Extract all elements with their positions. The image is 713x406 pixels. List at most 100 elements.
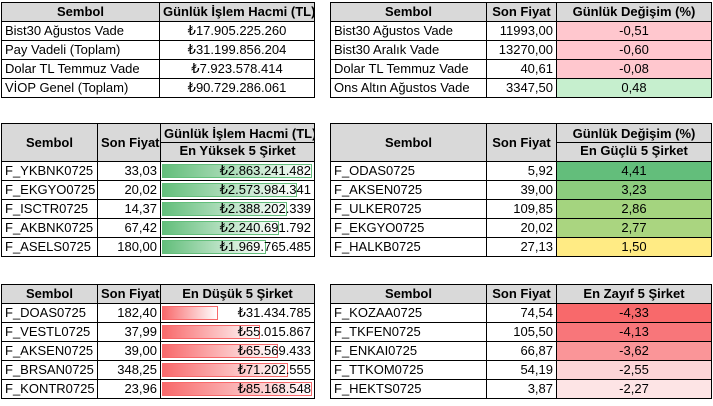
volume-cell: ₺85.168.548 [160,379,315,399]
symbol-cell: F_EKGYO0725 [330,218,487,238]
price-cell: 33,03 [97,161,161,181]
volume-value: ₺55.015.867 [237,324,311,339]
volume-cell: ₺65.569.433 [160,341,315,361]
symbol-cell: F_ODAS0725 [330,161,487,181]
price-summary-table: Sembol Son Fiyat Günlük Değişim (%) Bist… [330,2,712,98]
price-cell: 5,92 [486,161,557,181]
price-cell: 39,00 [97,341,161,361]
top-gainers-table: Sembol Son Fiyat Günlük Değişim (%) En G… [330,123,712,257]
price-cell: 40,61 [486,59,557,79]
change-cell: 3,23 [556,180,712,200]
volume-cell: ₺55.015.867 [160,322,315,342]
table-header-row: Sembol Son Fiyat Günlük İşlem Hacmi (TL)… [1,123,315,162]
table-row: F_DOAS0725 182,40 ₺31.434.785 [1,303,315,323]
table-row: Ons Altın Ağustos Vade 3347,50 0,48 [330,78,712,98]
volume-cell: ₺2.240.691.792 [160,218,315,238]
symbol-cell: Bist30 Aralık Vade [330,40,487,60]
volume-cell: ₺90.729.286.061 [159,78,315,98]
table-row: Bist30 Ağustos Vade ₺17.905.225.260 [1,21,315,41]
column-header: Sembol [330,284,487,304]
top-losers-table: Sembol Son Fiyat En Zayıf 5 Şirket F_KOZ… [330,284,712,399]
symbol-cell: F_KOZAA0725 [330,303,487,323]
table-row: F_HALKB0725 27,13 1,50 [330,237,712,257]
column-header: Günlük İşlem Hacmi (TL) [159,2,315,22]
column-header: Son Fiyat [486,123,557,162]
table-row: F_HEKTS0725 3,87 -2,27 [330,379,712,399]
data-bar [162,240,266,254]
column-header: Günlük Değişim (%) [572,126,696,141]
symbol-cell: F_TKFEN0725 [330,322,487,342]
volume-cell: ₺2.863.241.482 [160,161,315,181]
change-cell: -0,51 [556,21,712,41]
table-header-row: Sembol Son Fiyat En Düşük 5 Şirket [1,284,315,304]
symbol-cell: F_ASELS0725 [1,237,98,257]
price-cell: 3347,50 [486,78,557,98]
table-row: Dolar TL Temmuz Vade ₺7.923.578.414 [1,59,315,79]
volume-cell: ₺7.923.578.414 [159,59,315,79]
table-row: F_AKSEN0725 39,00 3,23 [330,180,712,200]
column-header-group: Günlük İşlem Hacmi (TL) En Yüksek 5 Şirk… [160,123,315,162]
table-row: F_KONTR0725 23,96 ₺85.168.548 [1,379,315,399]
symbol-cell: F_HEKTS0725 [330,379,487,399]
table-row: VİOP Genel (Toplam) ₺90.729.286.061 [1,78,315,98]
table-row: F_ENKAI0725 66,87 -3,62 [330,341,712,361]
top-volume-table: Sembol Son Fiyat Günlük İşlem Hacmi (TL)… [1,123,315,257]
table-row: F_TTKOM0725 54,19 -2,55 [330,360,712,380]
change-cell: 0,48 [556,78,712,98]
change-cell: -3,62 [556,341,712,361]
price-cell: 66,87 [486,341,557,361]
symbol-cell: F_DOAS0725 [1,303,98,323]
table-row: F_ASELS0725 180,00 ₺1.969.765.485 [1,237,315,257]
price-cell: 54,19 [486,360,557,380]
column-header: Son Fiyat [97,284,161,304]
symbol-cell: F_AKSEN0725 [330,180,487,200]
column-header-group: Günlük Değişim (%) En Güçlü 5 Şirket [556,123,712,162]
symbol-cell: F_BRSAN0725 [1,360,98,380]
table-row: F_VESTL0725 37,99 ₺55.015.867 [1,322,315,342]
column-header: En Düşük 5 Şirket [160,284,315,304]
price-cell: 348,25 [97,360,161,380]
table-row: Bist30 Ağustos Vade 11993,00 -0,51 [330,21,712,41]
volume-value: ₺85.168.548 [237,381,311,396]
column-header: Sembol [330,123,487,162]
change-cell: -0,60 [556,40,712,60]
column-header: Son Fiyat [486,284,557,304]
table-header-row: Sembol Son Fiyat Günlük Değişim (%) [330,2,712,22]
price-cell: 37,99 [97,322,161,342]
table-row: F_AKSEN0725 39,00 ₺65.569.433 [1,341,315,361]
symbol-cell: Ons Altın Ağustos Vade [330,78,487,98]
column-header: Son Fiyat [486,2,557,22]
volume-cell: ₺1.969.765.485 [160,237,315,257]
volume-value: ₺2.863.241.482 [219,163,311,178]
volume-cell: ₺31.199.856.204 [159,40,315,60]
price-cell: 67,42 [97,218,161,238]
symbol-cell: Pay Vadeli (Toplam) [1,40,160,60]
symbol-cell: Bist30 Ağustos Vade [330,21,487,41]
price-cell: 20,02 [97,180,161,200]
volume-cell: ₺2.388.202.339 [160,199,315,219]
change-cell: 4,41 [556,161,712,181]
data-bar [162,164,312,178]
price-cell: 27,13 [486,237,557,257]
volume-value: ₺31.434.785 [237,305,311,320]
data-bar [162,306,218,320]
table-row: F_AKBNK0725 67,42 ₺2.240.691.792 [1,218,315,238]
price-cell: 39,00 [486,180,557,200]
data-bar [162,382,312,396]
change-cell: -2,27 [556,379,712,399]
table-row: F_YKBNK0725 33,03 ₺2.863.241.482 [1,161,315,181]
price-cell: 182,40 [97,303,161,323]
price-cell: 23,96 [97,379,161,399]
data-bar [162,363,288,377]
symbol-cell: Dolar TL Temmuz Vade [1,59,160,79]
price-cell: 3,87 [486,379,557,399]
table-row: F_ISCTR0725 14,37 ₺2.388.202.339 [1,199,315,219]
table-header-row: Sembol Son Fiyat En Zayıf 5 Şirket [330,284,712,304]
change-cell: -4,13 [556,322,712,342]
change-cell: -4,33 [556,303,712,323]
symbol-cell: F_TTKOM0725 [330,360,487,380]
symbol-cell: F_ISCTR0725 [1,199,98,219]
symbol-cell: F_AKBNK0725 [1,218,98,238]
column-header: Sembol [1,123,98,162]
table-row: F_EKGYO0725 20,02 2,77 [330,218,712,238]
